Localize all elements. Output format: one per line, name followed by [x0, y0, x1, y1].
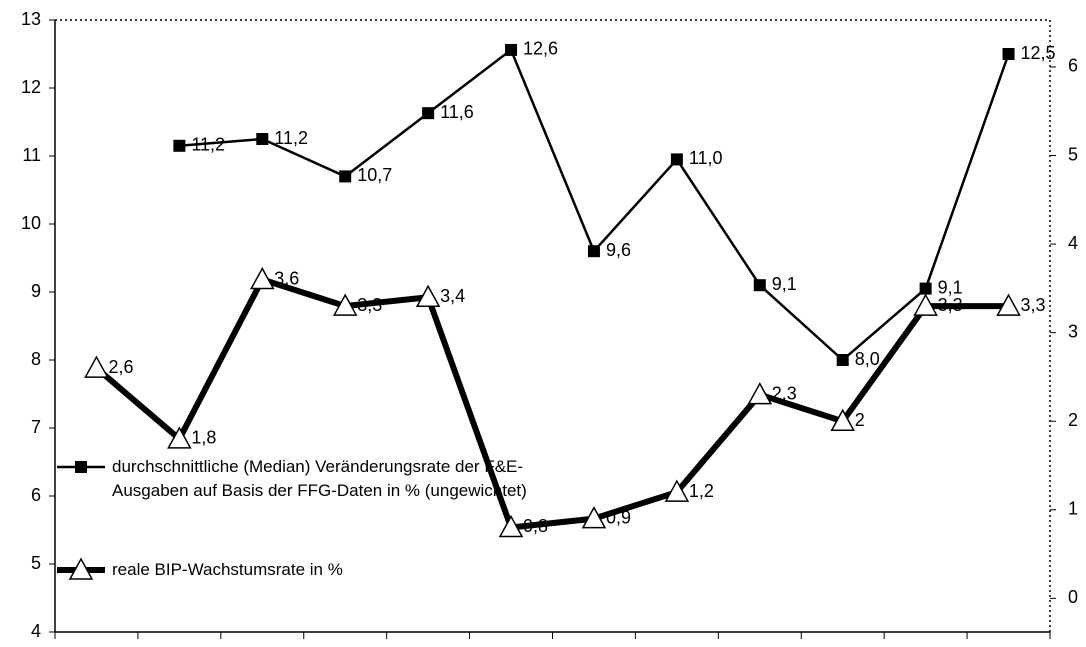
data-label: 2,3 — [772, 383, 797, 403]
legend-label: reale BIP-Wachstumsrate in % — [112, 560, 343, 579]
marker — [84, 355, 109, 378]
data-label: 3,6 — [274, 268, 299, 288]
marker — [250, 266, 275, 290]
series-line — [179, 47, 1010, 362]
y-tick-label: 4 — [31, 621, 41, 641]
data-label: 0,8 — [523, 516, 548, 536]
data-label: 11,2 — [191, 135, 225, 155]
y2-tick-label: 5 — [1068, 144, 1078, 164]
marker — [1002, 48, 1015, 60]
data-label: 12,5 — [1021, 43, 1056, 63]
marker — [581, 506, 607, 529]
marker — [339, 170, 352, 183]
y2-tick-label: 6 — [1068, 56, 1078, 76]
marker — [670, 153, 683, 166]
marker — [505, 43, 518, 56]
marker — [422, 107, 435, 120]
data-label: 2,6 — [108, 357, 133, 377]
data-label: 8,0 — [855, 349, 880, 369]
data-label: 12,6 — [523, 39, 558, 59]
y2-tick-label: 0 — [1068, 587, 1078, 607]
y-tick-label: 6 — [31, 485, 41, 505]
y-tick-label: 7 — [31, 417, 41, 437]
marker — [664, 479, 690, 502]
data-label: 3,4 — [440, 286, 465, 306]
data-label: 3,3 — [938, 295, 963, 315]
y2-tick-label: 1 — [1068, 499, 1078, 519]
marker — [830, 408, 855, 431]
data-label: 1,8 — [191, 428, 216, 448]
marker — [173, 139, 186, 152]
legend-marker — [68, 557, 94, 580]
marker — [919, 282, 932, 295]
legend-marker — [75, 461, 87, 473]
marker — [753, 279, 766, 292]
data-label: 9,1 — [938, 277, 963, 297]
data-label: 10,7 — [357, 165, 392, 185]
y-tick-label: 8 — [31, 349, 41, 369]
data-label: 3,3 — [357, 295, 382, 315]
y-tick-label: 10 — [21, 213, 41, 233]
data-label: 3,3 — [1021, 295, 1046, 315]
data-label: 2 — [855, 410, 865, 430]
marker — [332, 293, 358, 316]
marker — [747, 382, 773, 405]
y-tick-label: 9 — [31, 281, 41, 301]
marker — [498, 514, 524, 538]
y-tick-label: 5 — [31, 553, 41, 573]
data-label: 11,0 — [689, 148, 723, 168]
marker — [415, 284, 441, 307]
data-label: 11,6 — [440, 102, 474, 122]
data-label: 0,9 — [606, 507, 631, 527]
marker — [587, 245, 600, 258]
y-tick-label: 13 — [21, 9, 41, 29]
y-tick-label: 12 — [21, 77, 41, 97]
legend-label: durchschnittliche (Median) Veränderungsr… — [112, 457, 527, 500]
y2-tick-label: 2 — [1068, 410, 1078, 430]
data-label: 11,2 — [274, 128, 308, 148]
marker — [836, 354, 849, 366]
y2-tick-label: 3 — [1068, 321, 1078, 341]
data-label: 1,2 — [689, 481, 714, 501]
data-label: 9,1 — [772, 274, 797, 294]
marker — [996, 293, 1021, 316]
data-label: 9,6 — [606, 240, 631, 260]
y2-tick-label: 4 — [1068, 233, 1078, 253]
series-line — [94, 275, 1009, 531]
y-tick-label: 11 — [22, 145, 41, 165]
marker — [256, 133, 269, 145]
marker — [167, 426, 192, 449]
marker — [913, 293, 938, 316]
